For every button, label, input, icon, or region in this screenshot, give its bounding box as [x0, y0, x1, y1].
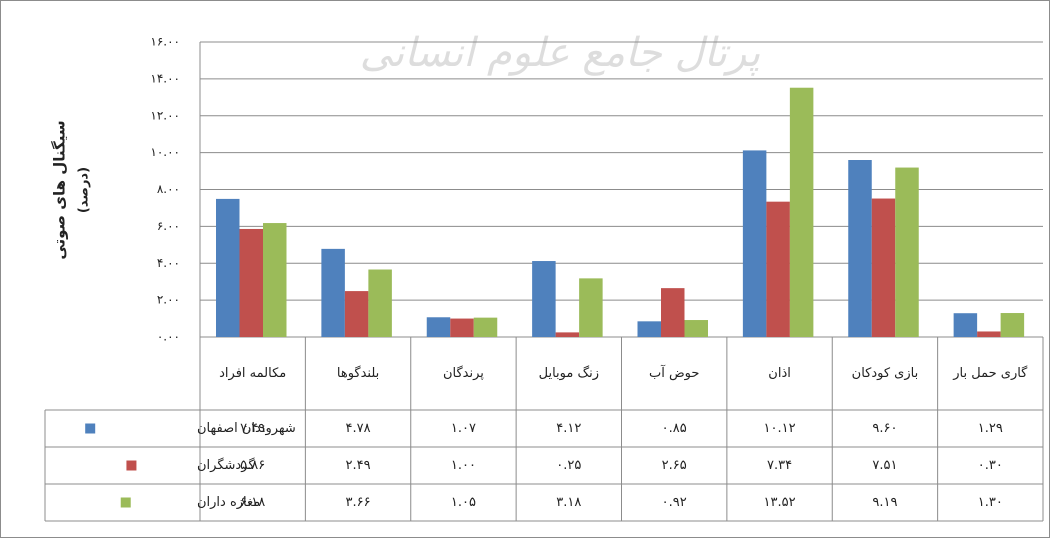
bar — [450, 318, 474, 337]
bar — [977, 331, 1001, 337]
y-tick-label: ۶.۰۰ — [157, 219, 180, 233]
legend-swatch — [85, 423, 96, 434]
x-tick-label-box: گاری حمل بار — [953, 365, 1028, 381]
table-value: ۲.۴۹ — [346, 458, 371, 473]
bar — [789, 87, 814, 337]
x-tick-label: گاری حمل بار — [953, 365, 1028, 381]
legend-label: شهروندان اصفهان — [197, 421, 296, 436]
bar — [239, 228, 263, 337]
table-value: ۱.۰۰ — [451, 458, 476, 473]
x-tick-label-box: پرندگان — [442, 365, 484, 381]
x-tick-label-box: مکالمه افراد — [219, 365, 287, 381]
y-tick-label: ۸.۰۰ — [157, 182, 180, 196]
bar — [1000, 313, 1025, 337]
table-value: ۲.۶۵ — [662, 458, 687, 473]
table-value: ۶.۱۸ — [240, 495, 265, 510]
table-value: ۴.۷۸ — [346, 421, 371, 436]
x-tick-label: اذان — [768, 365, 791, 381]
x-tick-label-box: اذان — [768, 365, 791, 381]
table-value: ۰.۹۲ — [662, 495, 687, 510]
table-value: ۰.۲۵ — [556, 458, 581, 473]
legend-label: مغازه داران — [197, 495, 260, 510]
table-value: ۷.۵۱ — [872, 458, 897, 473]
legend-swatch — [120, 497, 131, 508]
x-tick-label: پرندگان — [442, 365, 484, 381]
x-tick-label: بازی کودکان — [851, 365, 919, 381]
y-tick-label: ۰.۰۰ — [157, 330, 180, 344]
x-tick-label: حوض آب — [648, 365, 700, 381]
table-value: ۱۰.۱۲ — [764, 421, 796, 436]
x-tick-label: بلندگوها — [336, 365, 380, 381]
bar — [661, 288, 685, 337]
bar — [742, 150, 767, 337]
bar — [263, 223, 287, 337]
bar — [871, 198, 896, 337]
table-value: ۰.۳۰ — [978, 458, 1003, 473]
x-tick-label-box: زنگ موبایل — [538, 365, 600, 381]
table-value: ۱.۲۹ — [978, 421, 1003, 436]
bar — [368, 269, 392, 337]
y-tick-label: ۱۶.۰۰ — [150, 35, 180, 49]
table-value: ۱.۰۵ — [451, 495, 476, 510]
x-tick-label: مکالمه افراد — [219, 365, 287, 381]
bar — [473, 317, 498, 337]
x-tick-label-box: بلندگوها — [336, 365, 380, 381]
bar — [848, 160, 872, 337]
bar — [579, 278, 603, 337]
x-tick-label: زنگ موبایل — [538, 365, 600, 381]
table-value: ۱.۳۰ — [978, 495, 1003, 510]
x-tick-label-box: حوض آب — [648, 365, 700, 381]
bar — [344, 291, 369, 337]
table-value: ۷.۳۴ — [767, 458, 792, 473]
y-tick-label: ۴.۰۰ — [157, 256, 180, 270]
table-value: ۵.۸۶ — [240, 458, 265, 473]
y-tick-label: ۱۴.۰۰ — [150, 71, 180, 85]
table-value: ۳.۱۸ — [556, 495, 581, 510]
y-tick-label: ۱۲.۰۰ — [150, 108, 180, 122]
bar — [895, 167, 919, 337]
legend-swatch — [126, 460, 137, 471]
table-value: ۰.۸۵ — [662, 421, 687, 436]
watermark: پرتال جامع علوم انسانی — [360, 30, 761, 76]
y-tick-label: ۱۰.۰۰ — [150, 145, 180, 159]
table-value: ۷.۴۹ — [240, 421, 265, 436]
bar — [532, 261, 556, 337]
table-value: ۹.۱۹ — [872, 495, 897, 510]
x-tick-label-box: بازی کودکان — [851, 365, 919, 381]
bar — [637, 321, 661, 337]
legend-label: گردشگران — [197, 457, 255, 473]
table-value: ۳.۶۶ — [346, 495, 371, 510]
bar — [766, 201, 790, 337]
y-tick-label: ۲.۰۰ — [157, 293, 180, 307]
table-value: ۱.۰۷ — [451, 421, 476, 436]
bar — [426, 317, 451, 337]
bar — [953, 313, 978, 337]
y-axis-title: سیگنال های صوتی — [51, 120, 69, 259]
bar — [216, 198, 240, 337]
bar — [321, 248, 345, 337]
y-axis-unit: (درصد) — [77, 167, 92, 213]
bar — [555, 332, 580, 337]
table-value: ۴.۱۲ — [556, 421, 581, 436]
table-value: ۱۳.۵۲ — [764, 495, 796, 510]
table-value: ۹.۶۰ — [872, 421, 897, 436]
bar — [684, 320, 708, 337]
